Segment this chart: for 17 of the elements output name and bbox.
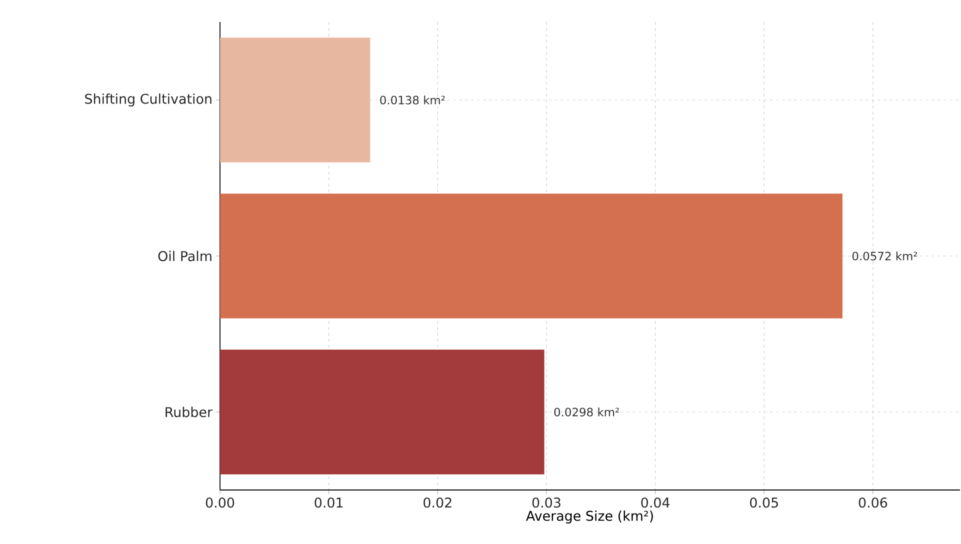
x-tick-label: 0.03 — [532, 498, 560, 508]
x-tick-label: 0.02 — [424, 498, 452, 508]
x-tick-label: 0.01 — [314, 498, 343, 508]
bar — [220, 38, 370, 162]
x-tick-label: 0.00 — [206, 498, 234, 508]
data-label: 0.0138 km² — [380, 96, 445, 104]
x-axis-title: Average Size (km²) — [526, 510, 653, 524]
data-label: 0.0298 km² — [554, 408, 619, 416]
data-label: 0.0572 km² — [852, 252, 918, 260]
bar — [220, 194, 842, 318]
x-tick-label: 0.06 — [858, 498, 888, 508]
y-tick-label: Oil Palm — [158, 250, 212, 262]
x-tick-label: 0.04 — [641, 498, 670, 508]
bar — [220, 350, 544, 474]
x-tick-label: 0.05 — [750, 498, 778, 508]
y-tick-label: Shifting Cultivation — [85, 93, 212, 106]
y-tick-label: Rubber — [166, 406, 213, 418]
